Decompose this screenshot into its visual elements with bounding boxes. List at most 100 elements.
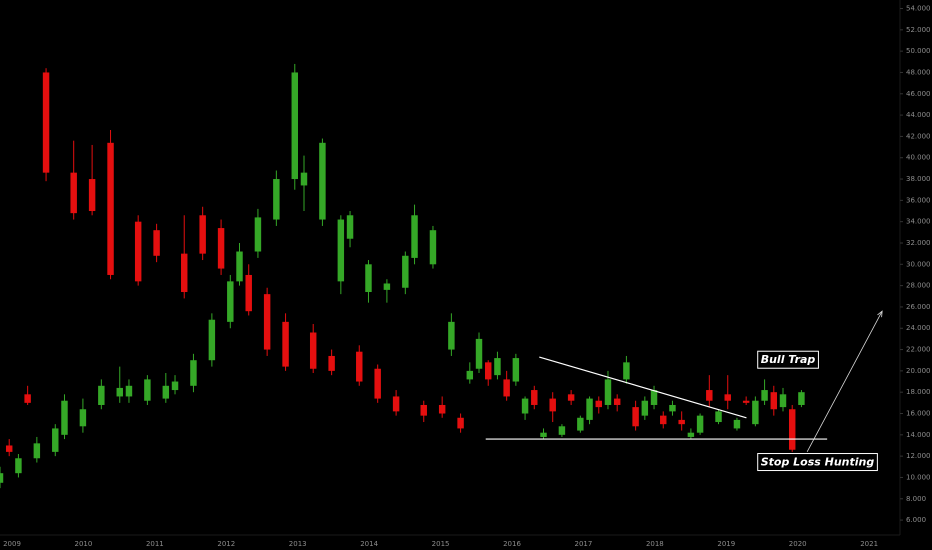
annotation-box bbox=[757, 350, 819, 369]
y-tick-label: 14.000 bbox=[906, 431, 931, 439]
candle-body bbox=[153, 230, 160, 256]
candle bbox=[438, 396, 446, 418]
candle-body bbox=[457, 417, 464, 429]
x-tick-label: 2015 bbox=[432, 540, 450, 548]
candle bbox=[613, 394, 621, 412]
projection-arrow bbox=[806, 311, 883, 453]
candle bbox=[227, 274, 234, 329]
candle bbox=[475, 332, 483, 374]
candle bbox=[42, 68, 50, 182]
candle bbox=[650, 385, 658, 410]
candle-body bbox=[604, 379, 612, 405]
candle bbox=[586, 396, 593, 425]
candle-body bbox=[512, 358, 520, 382]
candle bbox=[300, 155, 308, 212]
x-tick-label: 2016 bbox=[503, 540, 521, 548]
candle bbox=[411, 204, 418, 265]
candle bbox=[392, 390, 400, 416]
candle-body bbox=[245, 274, 252, 312]
candle bbox=[733, 417, 741, 431]
candle-body bbox=[171, 381, 179, 391]
x-tick-label: 2017 bbox=[575, 540, 593, 548]
candle-body bbox=[88, 179, 96, 212]
candle bbox=[309, 323, 317, 374]
candle bbox=[429, 225, 437, 269]
candle bbox=[503, 370, 510, 401]
candle bbox=[153, 223, 160, 263]
y-tick-label: 22.000 bbox=[906, 346, 931, 354]
candle-body bbox=[0, 473, 4, 483]
candle-body bbox=[641, 400, 649, 416]
candle-body bbox=[236, 251, 243, 282]
arrow-head bbox=[877, 310, 883, 318]
candle bbox=[494, 351, 501, 380]
candle bbox=[171, 375, 179, 395]
candle bbox=[98, 379, 105, 410]
candle bbox=[383, 279, 391, 303]
candle bbox=[356, 345, 363, 386]
candle bbox=[577, 415, 584, 433]
candle-body bbox=[300, 172, 308, 186]
candle-body bbox=[475, 338, 483, 369]
candle bbox=[531, 385, 538, 410]
candle bbox=[134, 215, 142, 286]
candle bbox=[70, 140, 77, 220]
candle-body bbox=[282, 321, 289, 367]
candle-body bbox=[752, 400, 759, 425]
candle-body bbox=[61, 400, 68, 435]
candle bbox=[15, 454, 22, 478]
candle bbox=[669, 400, 676, 416]
x-tick-label: 2013 bbox=[289, 540, 307, 548]
candle bbox=[263, 287, 271, 356]
candle bbox=[448, 313, 455, 356]
candle bbox=[374, 364, 381, 403]
y-tick-label: 28.000 bbox=[906, 282, 931, 290]
candle-body bbox=[134, 221, 142, 282]
candle-body bbox=[107, 142, 114, 275]
candle-body bbox=[420, 404, 427, 416]
candle-body bbox=[199, 215, 206, 254]
candle-body bbox=[798, 392, 805, 405]
y-tick-label: 38.000 bbox=[906, 175, 931, 183]
candle-body bbox=[33, 443, 41, 459]
candle-body bbox=[733, 419, 741, 429]
candle-body bbox=[696, 415, 704, 433]
y-tick-label: 10.000 bbox=[906, 473, 931, 481]
candle-body bbox=[291, 72, 299, 180]
candle bbox=[623, 355, 630, 384]
candle-body bbox=[770, 392, 778, 410]
candle bbox=[24, 385, 31, 405]
candle bbox=[696, 413, 704, 435]
x-tick-label: 2019 bbox=[717, 540, 735, 548]
candle-body bbox=[540, 432, 547, 437]
candle bbox=[162, 373, 170, 403]
candle-body bbox=[24, 394, 31, 403]
candle bbox=[420, 400, 427, 423]
candle-body bbox=[402, 255, 409, 288]
y-tick-label: 42.000 bbox=[906, 132, 931, 140]
candle bbox=[687, 428, 695, 440]
candle bbox=[485, 360, 492, 386]
candle bbox=[742, 396, 750, 405]
candle-body bbox=[254, 217, 262, 252]
candle-body bbox=[660, 415, 667, 425]
candle bbox=[549, 392, 556, 423]
candle bbox=[715, 409, 722, 425]
candle bbox=[770, 385, 778, 416]
candle-body bbox=[724, 394, 731, 401]
y-tick-label: 20.000 bbox=[906, 367, 931, 375]
candle bbox=[0, 466, 4, 489]
y-tick-label: 6.000 bbox=[906, 516, 926, 524]
candle bbox=[779, 387, 787, 412]
candle bbox=[181, 215, 188, 299]
candle bbox=[328, 349, 335, 376]
candle-body bbox=[374, 368, 381, 399]
y-tick-label: 30.000 bbox=[906, 260, 931, 268]
candle-body bbox=[438, 404, 446, 414]
candle bbox=[595, 396, 602, 414]
candle-body bbox=[503, 379, 510, 397]
y-tick-label: 34.000 bbox=[906, 218, 931, 226]
candle-body bbox=[678, 419, 685, 425]
x-tick-label: 2010 bbox=[75, 540, 93, 548]
annotations-layer: Bull Trap Stop Loss Hunting bbox=[485, 310, 883, 472]
